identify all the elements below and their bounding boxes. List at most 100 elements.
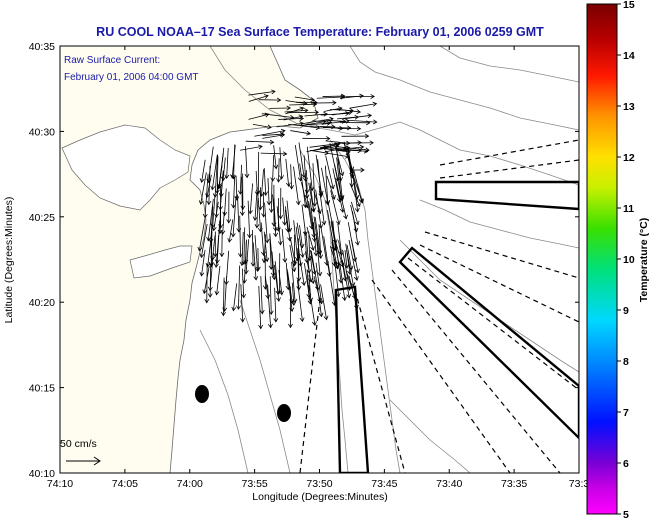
- current-vector-head: [286, 105, 291, 111]
- current-vector: [310, 255, 314, 284]
- current-vector-head: [359, 144, 365, 150]
- current-vector-head: [310, 246, 315, 251]
- current-vector: [308, 231, 311, 261]
- current-vector: [272, 154, 275, 182]
- current-vector-head: [311, 270, 317, 276]
- current-vector-head: [354, 304, 359, 310]
- current-vector: [301, 122, 331, 126]
- current-vector-head: [241, 260, 247, 266]
- current-vector-head: [313, 251, 319, 257]
- bay-inlet: [129, 245, 193, 279]
- current-vector: [320, 284, 327, 320]
- current-vector: [245, 140, 274, 143]
- current-vector-head: [345, 118, 350, 124]
- current-vector: [207, 146, 214, 183]
- current-vector-head: [289, 185, 294, 190]
- current-vector: [339, 263, 346, 301]
- current-vector-head: [346, 286, 352, 291]
- current-vector-head: [214, 259, 220, 264]
- current-vector: [276, 206, 281, 245]
- current-vector: [342, 249, 351, 291]
- current-vector: [298, 142, 305, 178]
- current-vector-head: [318, 312, 324, 318]
- current-vector-head: [365, 147, 370, 153]
- depth-contour: [199, 329, 249, 473]
- current-vector: [281, 228, 286, 263]
- current-vector-head: [276, 97, 282, 103]
- current-vector-head: [323, 111, 328, 117]
- y-tick-label: 40:30: [29, 126, 55, 138]
- current-vector: [294, 96, 315, 101]
- current-vector: [269, 276, 272, 315]
- current-vector: [272, 194, 277, 232]
- current-vector: [235, 175, 238, 201]
- current-vector-head: [294, 256, 300, 262]
- colorbar-tick-label: 13: [623, 101, 635, 113]
- current-vector: [337, 223, 343, 256]
- current-vector: [216, 156, 219, 194]
- depth-contour: [349, 46, 579, 131]
- current-vector-head: [287, 236, 292, 242]
- current-vector-head: [325, 200, 330, 206]
- current-vector-head: [199, 178, 205, 184]
- current-vector-head: [317, 271, 323, 277]
- current-vector-head: [291, 267, 297, 273]
- current-vector-head: [273, 318, 279, 323]
- current-vector-head: [242, 279, 247, 284]
- current-vector: [252, 123, 272, 128]
- current-vector: [309, 149, 329, 154]
- current-vector: [222, 211, 225, 235]
- current-vector-head: [230, 174, 235, 179]
- current-vector-head: [270, 272, 276, 278]
- current-vector-head: [339, 194, 345, 200]
- scale-arrowhead: [93, 456, 101, 466]
- current-vector-head: [292, 259, 297, 264]
- x-tick-label: 73:50: [306, 478, 332, 490]
- current-vector: [260, 276, 263, 314]
- current-vector: [278, 158, 280, 183]
- current-vector: [350, 204, 358, 232]
- current-vector-head: [364, 133, 370, 139]
- current-vector: [291, 282, 295, 306]
- current-vector: [332, 220, 336, 251]
- current-vector-head: [324, 261, 329, 266]
- current-vector: [245, 239, 250, 274]
- current-vector: [326, 175, 335, 200]
- current-vector: [206, 174, 212, 198]
- current-vector-head: [321, 220, 327, 226]
- current-vector: [269, 233, 274, 277]
- current-vector: [240, 284, 244, 322]
- current-vector-head: [341, 93, 346, 99]
- current-vector: [348, 239, 358, 281]
- current-vector-head: [296, 277, 302, 282]
- current-vector: [325, 140, 350, 144]
- current-vector-head: [248, 209, 253, 215]
- current-vector: [267, 284, 272, 328]
- current-vector: [278, 117, 304, 120]
- current-vector-head: [202, 289, 208, 295]
- current-vector: [288, 123, 320, 129]
- current-vector-head: [345, 111, 350, 116]
- current-note-line2: February 01, 2006 04:00 GMT: [64, 72, 199, 83]
- current-vector-head: [276, 178, 282, 183]
- current-vector-head: [336, 197, 342, 203]
- current-vector-head: [346, 125, 352, 131]
- current-vector: [267, 178, 270, 205]
- current-vector: [216, 220, 221, 264]
- current-vector-head: [354, 207, 360, 213]
- current-vector: [261, 113, 294, 119]
- current-vector-head: [369, 140, 374, 146]
- current-vector-head: [211, 226, 217, 232]
- current-vector: [247, 200, 251, 238]
- current-vector-head: [217, 229, 223, 235]
- current-vector-head: [226, 219, 232, 224]
- current-vector-head: [329, 116, 334, 122]
- map-title: RU COOL NOAA–17 Sea Surface Temperature:…: [96, 25, 544, 39]
- current-vector: [304, 231, 308, 263]
- current-vector-head: [299, 106, 305, 112]
- current-vector: [286, 200, 291, 232]
- current-vector: [349, 103, 377, 109]
- current-vector-head: [240, 318, 246, 323]
- current-vector-head: [353, 227, 359, 233]
- current-vector-head: [351, 294, 357, 300]
